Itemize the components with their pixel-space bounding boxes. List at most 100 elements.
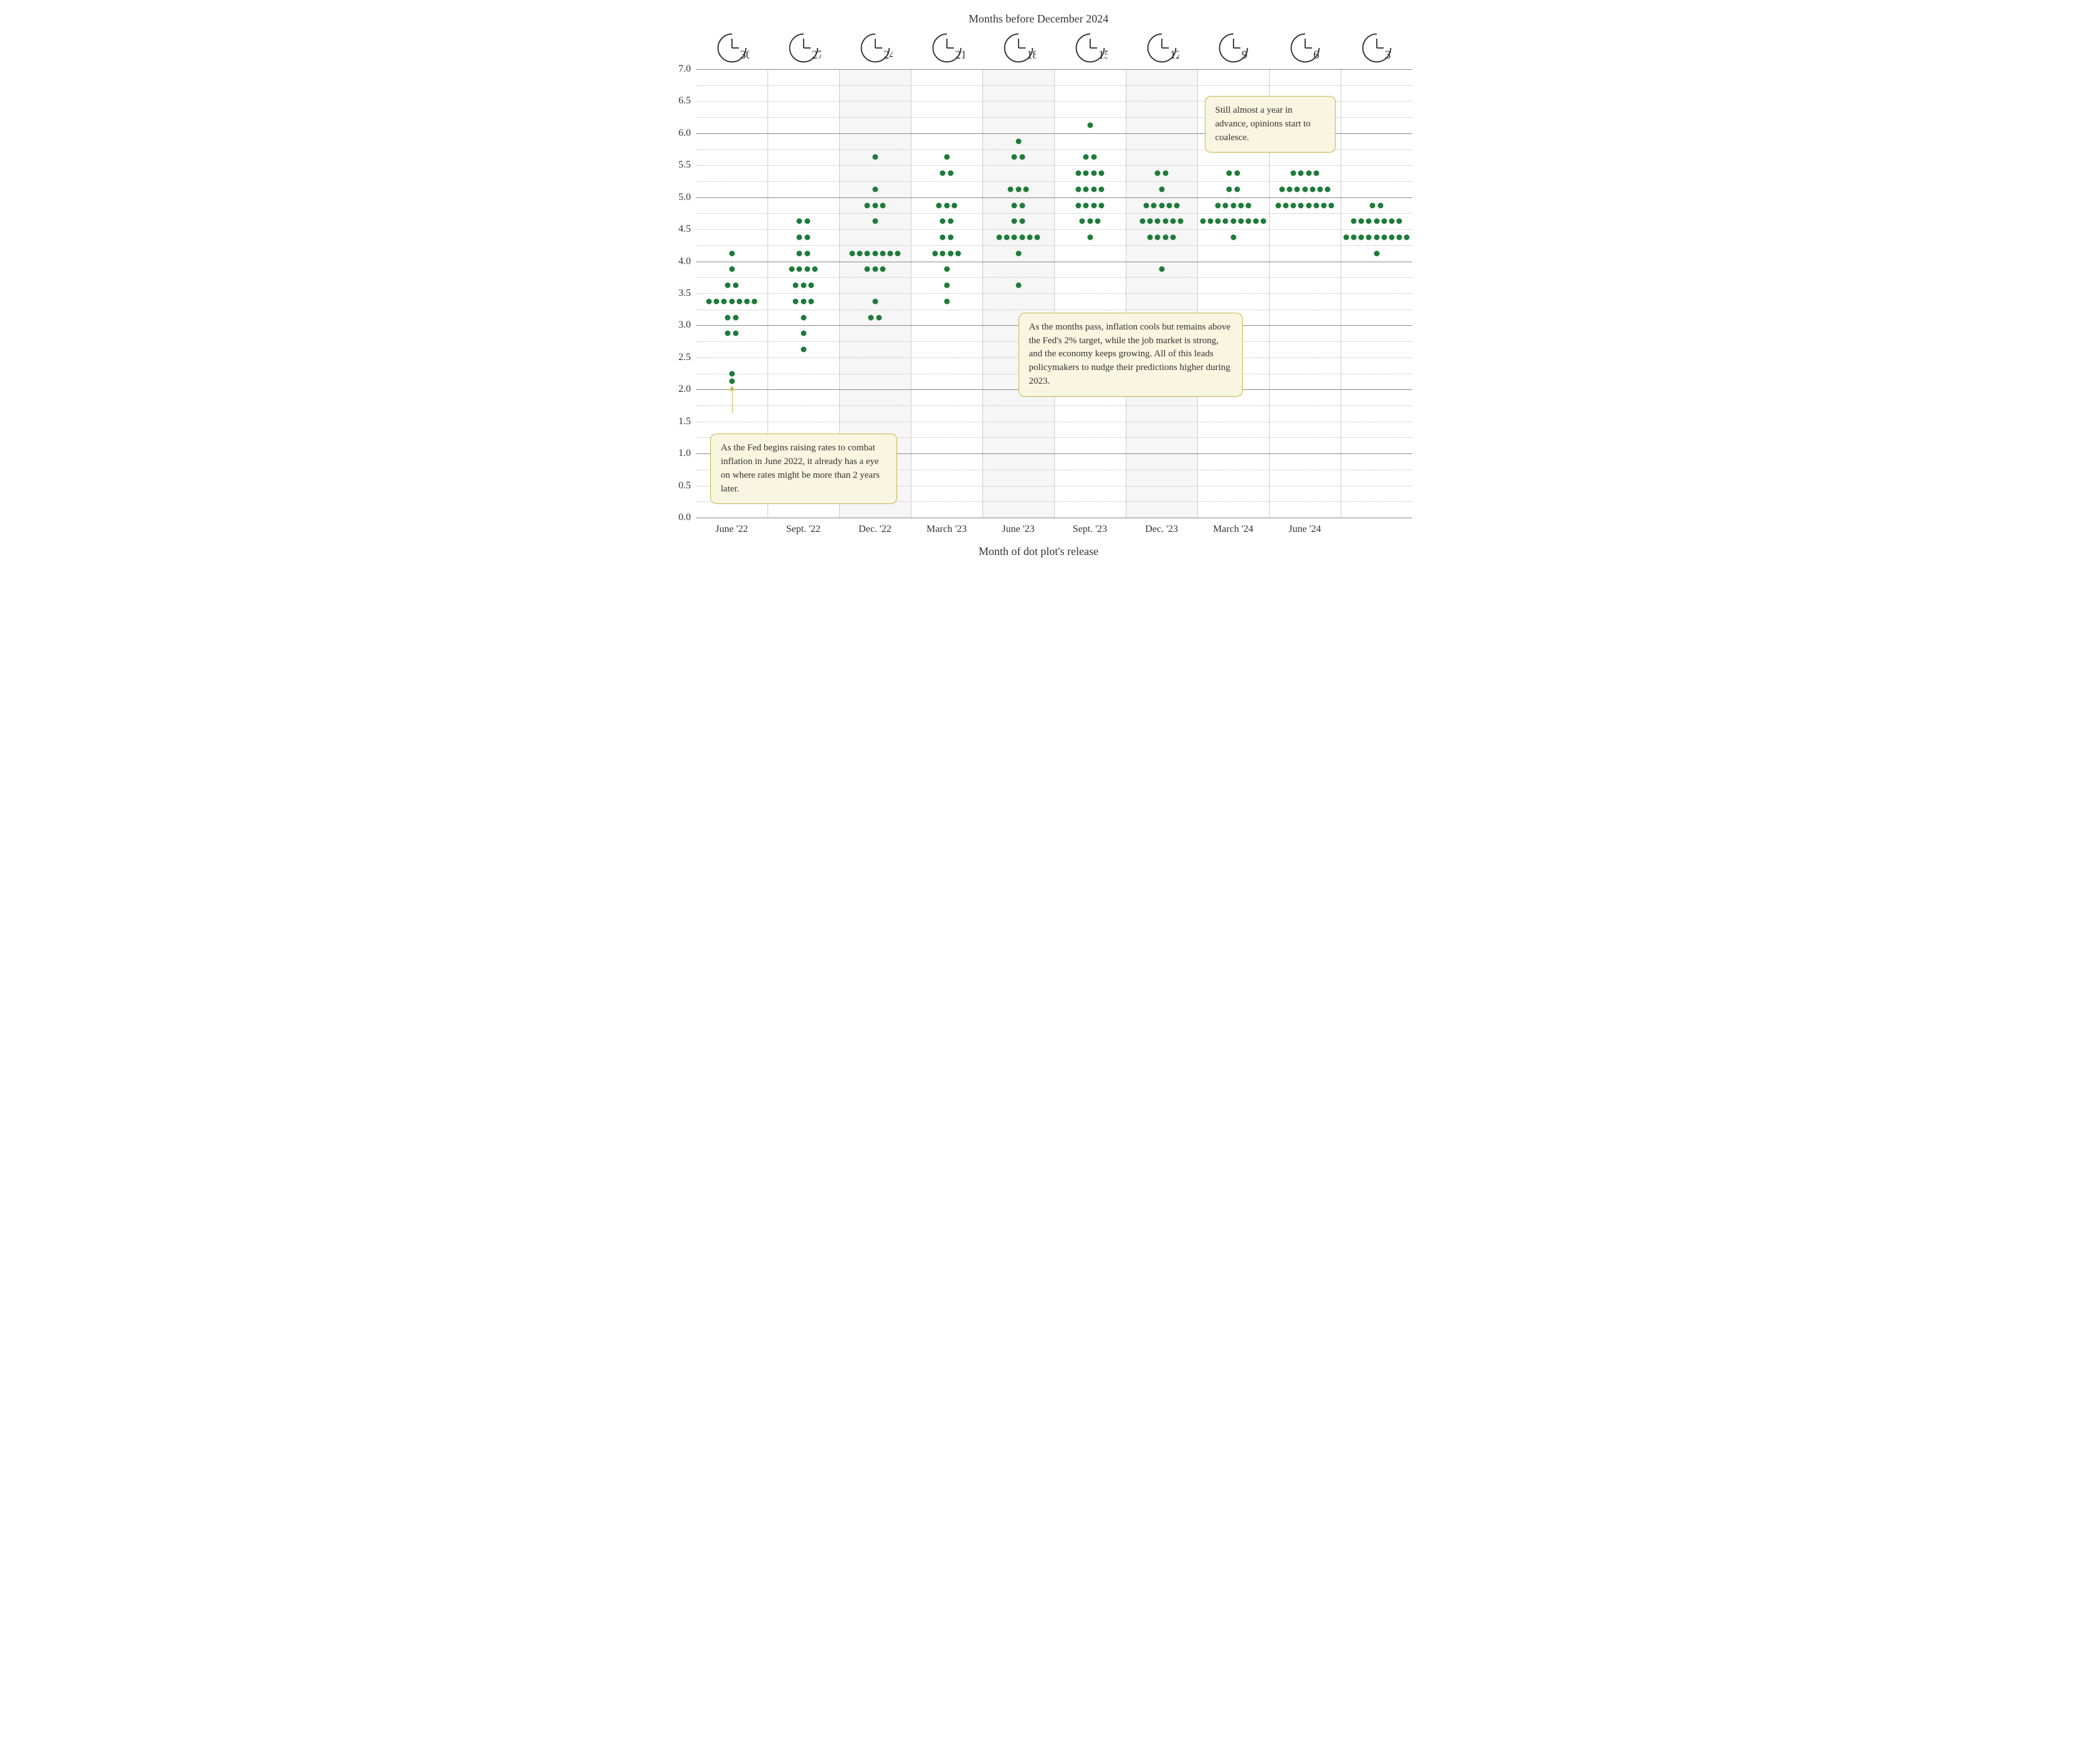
dot — [1151, 202, 1157, 208]
y-tick-label: 5.5 — [678, 159, 691, 171]
clock-icon: 18 — [1001, 31, 1036, 65]
y-tick-label: 2.5 — [678, 352, 691, 363]
dot — [1087, 123, 1093, 128]
dot — [1291, 171, 1296, 176]
dot — [1155, 171, 1161, 176]
annotation-box: Still almost a year in advance, opinions… — [1205, 96, 1336, 153]
months-before-label: 3 — [1385, 49, 1390, 62]
dot — [1276, 202, 1281, 208]
dot — [729, 379, 734, 384]
dot — [1091, 154, 1096, 160]
gridline-minor — [696, 165, 1412, 166]
dot — [801, 298, 806, 304]
dot — [1389, 219, 1394, 224]
dot — [1012, 202, 1017, 208]
dot — [729, 250, 734, 256]
dot — [1140, 219, 1146, 224]
clock-cell: 21 — [911, 31, 982, 65]
annotation-box: As the Fed begins raising rates to comba… — [710, 434, 897, 504]
dot — [1170, 235, 1176, 240]
top-axis-title: Months before December 2024 — [665, 12, 1412, 26]
dot — [793, 283, 799, 288]
dot — [872, 250, 878, 256]
dot — [1381, 219, 1387, 224]
dot — [876, 315, 882, 320]
y-tick-label: 1.5 — [678, 416, 691, 427]
dot — [808, 298, 814, 304]
dot — [1015, 186, 1021, 192]
dot — [1170, 219, 1176, 224]
x-tick-label: June '22 — [696, 524, 768, 535]
dot — [797, 219, 802, 224]
dot — [1260, 219, 1266, 224]
clock-cell: 9 — [1197, 31, 1269, 65]
dot — [725, 331, 731, 336]
dot — [1091, 202, 1096, 208]
dot — [951, 202, 957, 208]
dot — [808, 283, 814, 288]
dot — [1298, 171, 1304, 176]
dot — [812, 267, 817, 272]
dot — [1234, 186, 1240, 192]
dot — [729, 298, 734, 304]
dot — [1381, 235, 1387, 240]
dot — [1019, 219, 1025, 224]
dot — [1389, 235, 1394, 240]
dot — [1280, 186, 1285, 192]
dot — [865, 202, 870, 208]
dot — [1366, 219, 1372, 224]
dot — [1012, 154, 1017, 160]
dot — [955, 250, 961, 256]
dot — [733, 315, 738, 320]
dot — [801, 315, 806, 320]
x-tick-label: Sept. '23 — [1054, 524, 1126, 535]
dot — [1159, 202, 1164, 208]
y-tick-label: 6.5 — [678, 95, 691, 107]
dot — [804, 219, 810, 224]
dot — [793, 298, 799, 304]
y-axis: 0.00.51.01.52.02.53.03.54.04.55.05.56.06… — [665, 69, 696, 518]
months-before-label: 12 — [1170, 49, 1179, 62]
dot — [1313, 202, 1319, 208]
dot — [940, 171, 946, 176]
dot — [948, 171, 953, 176]
dot — [725, 283, 731, 288]
dot — [1015, 138, 1021, 144]
dot — [857, 250, 863, 256]
dot — [1091, 186, 1096, 192]
dot — [1091, 171, 1096, 176]
dot — [744, 298, 749, 304]
dot — [1087, 219, 1093, 224]
dot — [1328, 202, 1334, 208]
dot — [1396, 219, 1402, 224]
dot — [948, 219, 953, 224]
y-tick-label: 0.5 — [678, 480, 691, 491]
y-tick-label: 3.0 — [678, 320, 691, 331]
dot — [725, 315, 731, 320]
clock-cell: 15 — [1054, 31, 1126, 65]
x-tick-label: Dec. '22 — [839, 524, 911, 535]
dot — [1223, 202, 1229, 208]
dot — [944, 298, 949, 304]
clock-icon: 21 — [929, 31, 964, 65]
dot — [880, 250, 885, 256]
dot — [1230, 235, 1236, 240]
dot — [1148, 219, 1153, 224]
dot — [936, 202, 942, 208]
clock-icon: 15 — [1073, 31, 1108, 65]
dot — [1019, 154, 1025, 160]
dot — [1374, 235, 1379, 240]
annotation-arrowhead — [730, 386, 734, 391]
clock-icon: 12 — [1144, 31, 1179, 65]
dot — [1295, 186, 1300, 192]
dot — [1080, 219, 1085, 224]
months-before-label: 6 — [1313, 49, 1319, 62]
dot — [940, 219, 946, 224]
dot — [933, 250, 938, 256]
dot — [1245, 219, 1251, 224]
dot — [801, 347, 806, 353]
dot — [1238, 219, 1243, 224]
dot — [1215, 202, 1221, 208]
dot — [1076, 171, 1081, 176]
dot — [1144, 202, 1149, 208]
